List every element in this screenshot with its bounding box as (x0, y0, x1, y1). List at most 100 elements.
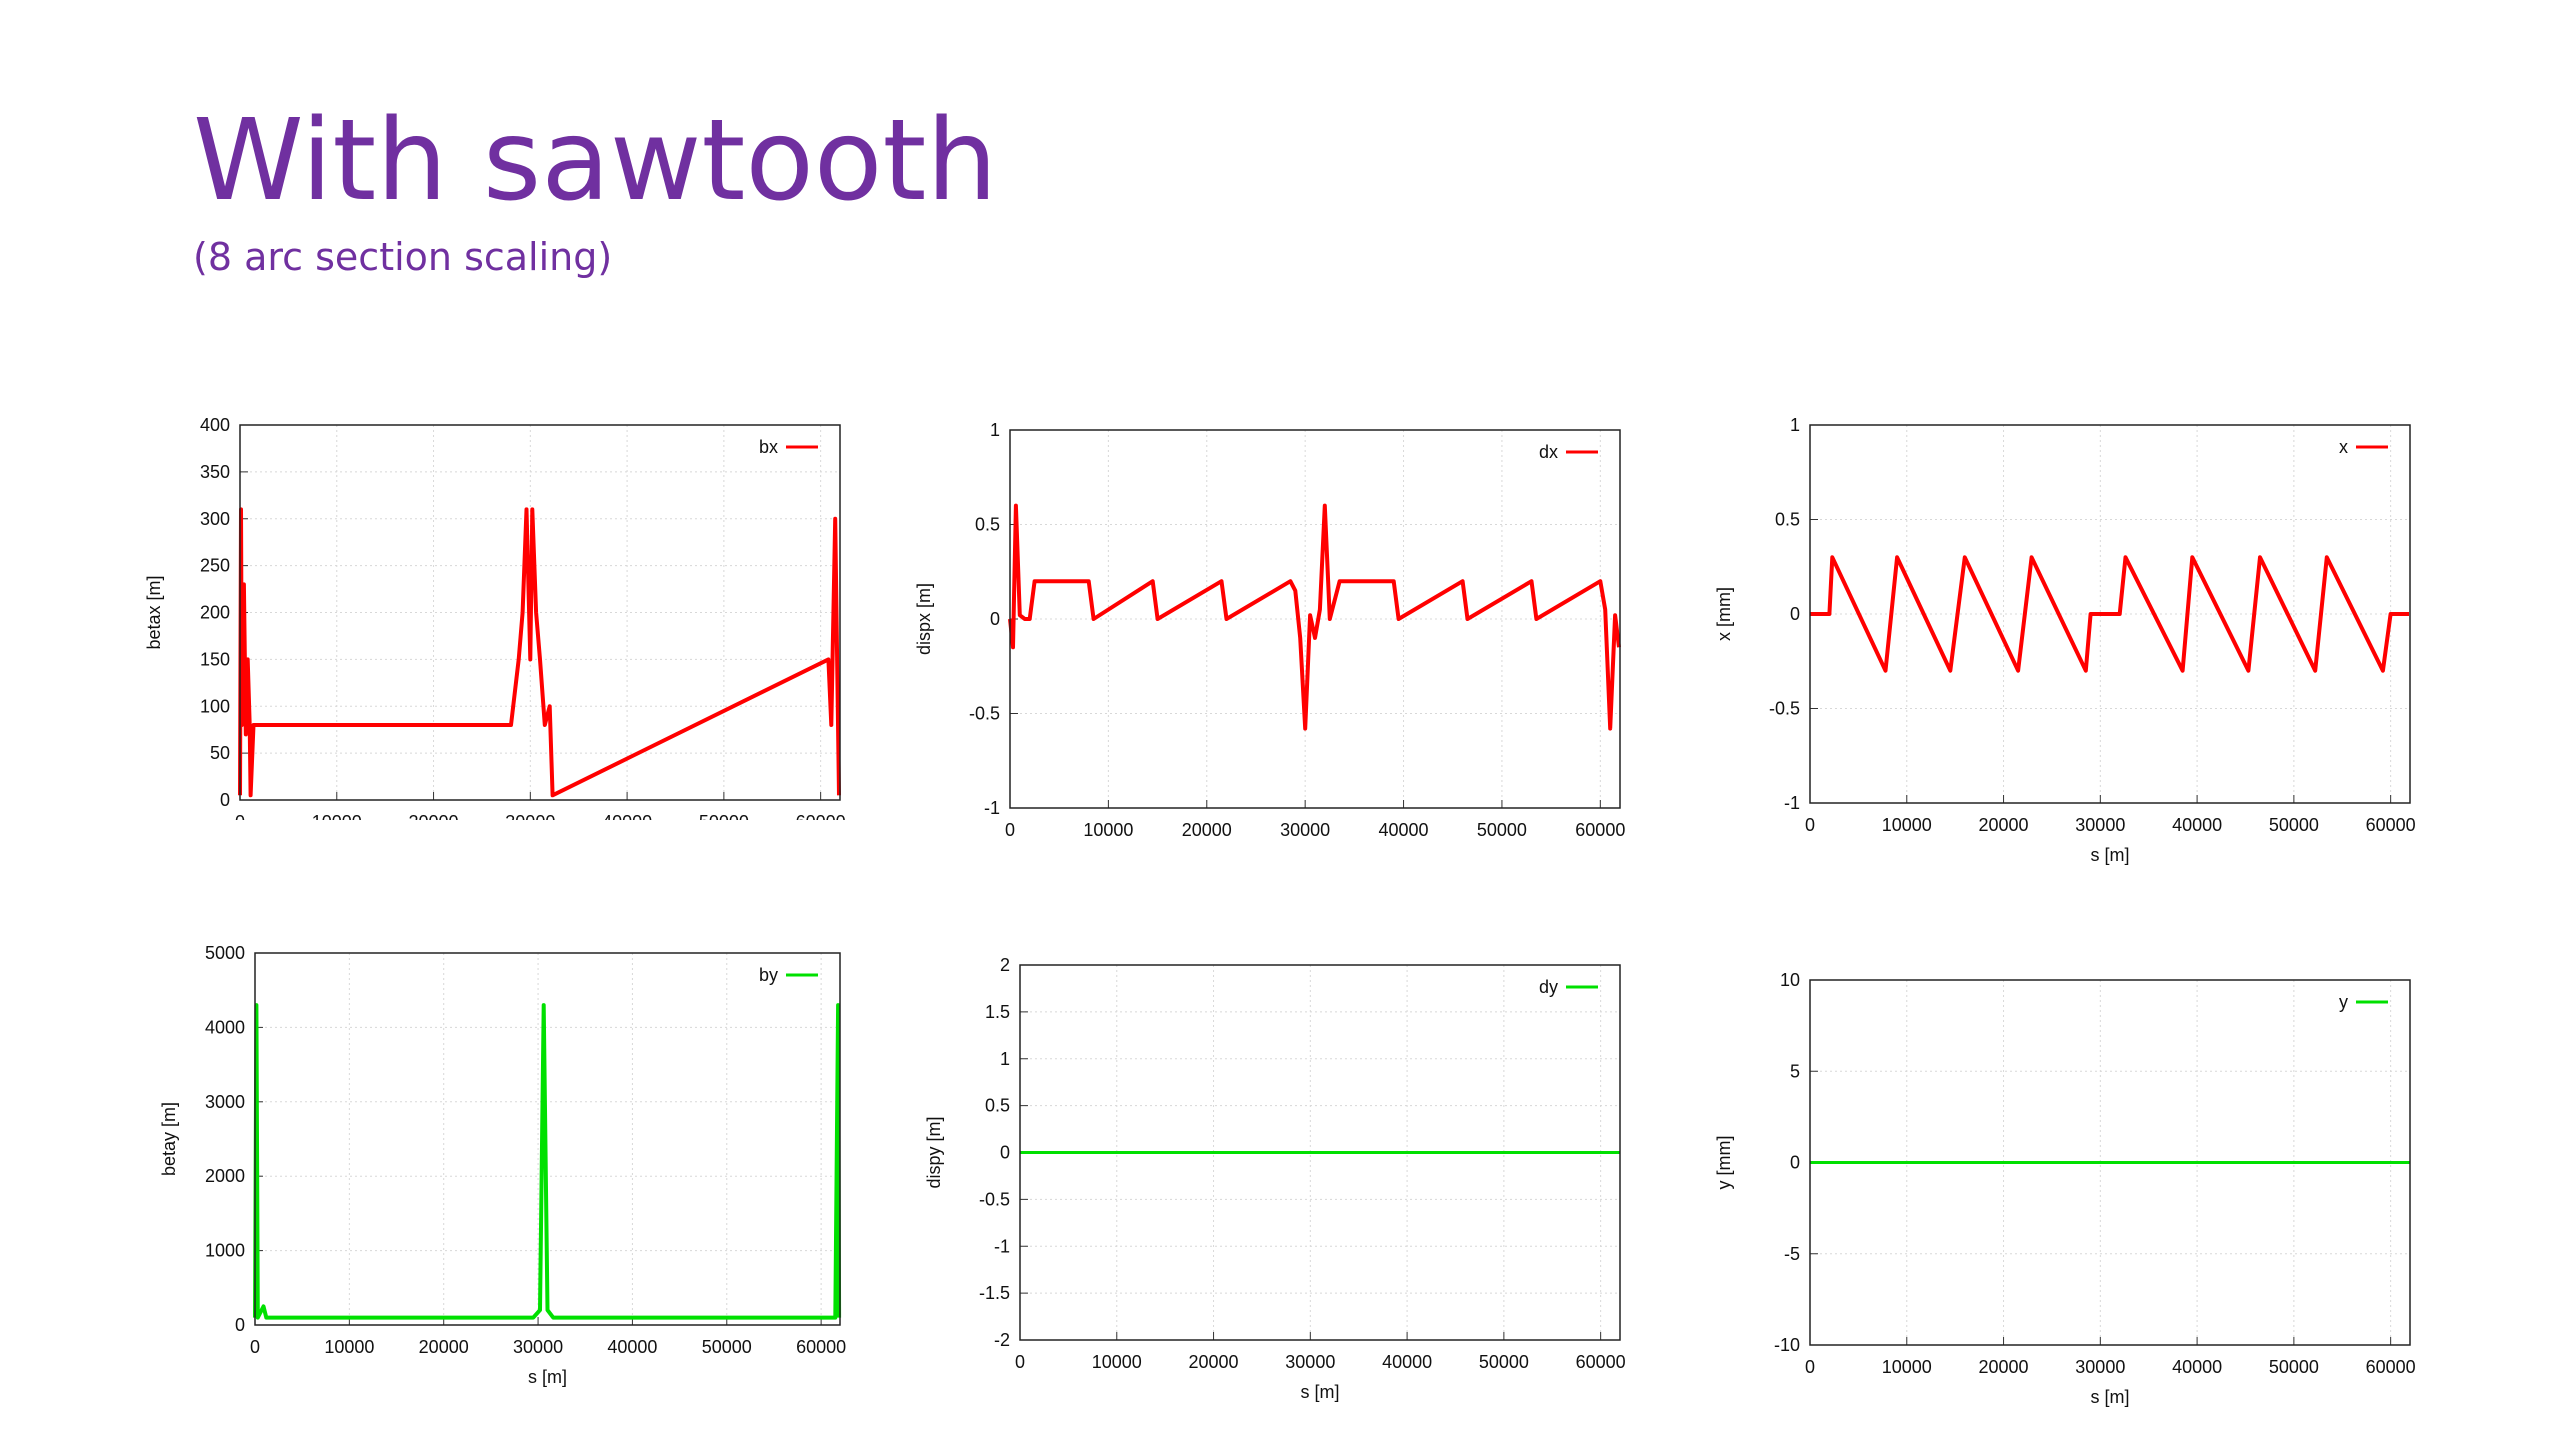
chart-y-orbit: 0 10000 20000 30000 40000 50000 60000 -10 -5 0 5 10… (1714, 970, 2416, 1407)
x-tick-label: 10000 (1083, 820, 1133, 840)
y-tick-label: -5 (1784, 1244, 1800, 1264)
y-tick-label: 1.5 (985, 1002, 1010, 1022)
slide-title: With sawtooth (193, 96, 998, 226)
y-tick-label: 10 (1780, 970, 1800, 990)
x-tick-label: 30000 (513, 1337, 563, 1357)
y-tick-label: 3000 (205, 1092, 245, 1112)
x-tick-label: 20000 (409, 812, 459, 820)
x-tick-label: 0 (235, 812, 245, 820)
x-tick-label: 20000 (1979, 815, 2029, 835)
x-tick-label: 40000 (1382, 1352, 1432, 1372)
y-tick-label: 5 (1790, 1061, 1800, 1081)
legend-label: bx (759, 437, 778, 457)
x-tick-label: 40000 (1379, 820, 1429, 840)
plot-frame (1019, 964, 1621, 1341)
x-tick-label: 50000 (699, 812, 749, 820)
x-axis-label: s [m] (2091, 1387, 2130, 1407)
y-tick-label: -1 (1784, 793, 1800, 813)
chart-betay: 0 10000 20000 30000 40000 50000 60000 0 1000 2000… (159, 943, 846, 1387)
y-axis-label: y [mm] (1714, 1136, 1734, 1190)
y-tick-label: 250 (200, 556, 230, 576)
y-tick-label: 1 (990, 420, 1000, 440)
x-tick-label: 50000 (702, 1337, 752, 1357)
y-tick-label: -1.5 (979, 1283, 1010, 1303)
y-tick-label: 4000 (205, 1017, 245, 1037)
slide-subtitle: (8 arc section scaling) (193, 235, 613, 279)
x-tick-label: 10000 (312, 812, 362, 820)
y-tick-label: 0.5 (975, 515, 1000, 535)
x-tick-label: 20000 (1979, 1357, 2029, 1377)
series-line-x (1810, 555, 2409, 673)
y-tick-label: 1 (1000, 1049, 1010, 1069)
x-tick-label: 30000 (505, 812, 555, 820)
x-tick-label: 30000 (1280, 820, 1330, 840)
y-tick-label: -0.5 (979, 1189, 1010, 1209)
x-tick-label: 40000 (607, 1337, 657, 1357)
y-tick-label: 0 (220, 790, 230, 810)
x-tick-label: 10000 (1092, 1352, 1142, 1372)
x-tick-label: 60000 (1575, 820, 1625, 840)
chart-dispy: 0 10000 20000 30000 40000 50000 60000 -2 -1.5 -1 -… (924, 955, 1626, 1402)
legend-label: dy (1539, 977, 1558, 997)
y-tick-label: 50 (210, 743, 230, 763)
y-tick-label: -0.5 (969, 704, 1000, 724)
legend-label: by (759, 965, 778, 985)
plot-frame (1809, 979, 2411, 1346)
plot-frame (254, 952, 841, 1326)
y-axis-label: dispy [m] (924, 1116, 944, 1188)
x-tick-label: 0 (1805, 1357, 1815, 1377)
y-tick-label: -10 (1774, 1335, 1800, 1355)
x-tick-label: 40000 (602, 812, 652, 820)
y-tick-label: 1 (1790, 415, 1800, 435)
x-tick-label: 30000 (2075, 1357, 2125, 1377)
y-tick-label: -1 (994, 1236, 1010, 1256)
x-tick-label: 20000 (1189, 1352, 1239, 1372)
plot-frame (239, 424, 841, 801)
y-tick-label: 0 (1790, 604, 1800, 624)
x-tick-label: 0 (1805, 815, 1815, 835)
y-tick-label: 100 (200, 696, 230, 716)
y-tick-label: 5000 (205, 943, 245, 963)
x-tick-label: 60000 (2366, 815, 2416, 835)
x-axis-label: s [m] (1301, 1382, 1340, 1402)
x-tick-label: 0 (250, 1337, 260, 1357)
x-tick-label: 60000 (2366, 1357, 2416, 1377)
y-tick-label: 0 (235, 1315, 245, 1335)
x-tick-label: 50000 (2269, 815, 2319, 835)
x-tick-label: 60000 (796, 812, 846, 820)
y-tick-label: 1000 (205, 1241, 245, 1261)
x-tick-label: 20000 (1182, 820, 1232, 840)
x-tick-label: 50000 (2269, 1357, 2319, 1377)
series-line-bx (238, 507, 841, 798)
y-tick-label: 300 (200, 509, 230, 529)
y-tick-label: 0 (1000, 1143, 1010, 1163)
y-tick-label: -1 (984, 798, 1000, 818)
x-tick-label: 10000 (1882, 815, 1932, 835)
y-axis-label: betay [m] (159, 1102, 179, 1176)
x-tick-label: 20000 (419, 1337, 469, 1357)
y-axis-label: x [mm] (1714, 587, 1734, 641)
y-tick-label: 2000 (205, 1166, 245, 1186)
y-tick-label: -0.5 (1769, 699, 1800, 719)
legend-label: y (2339, 992, 2348, 1012)
chart-dispx: 0 10000 20000 30000 40000 50000 60000 -1 -0.5 0 0.… (914, 420, 1625, 840)
plot-frame (1809, 424, 2411, 804)
y-tick-label: 400 (200, 415, 230, 435)
y-axis-label: dispx [m] (914, 583, 934, 655)
x-tick-label: 30000 (2075, 815, 2125, 835)
x-tick-label: 40000 (2172, 815, 2222, 835)
x-tick-label: 10000 (1882, 1357, 1932, 1377)
chart-x-orbit: 0 10000 20000 30000 40000 50000 60000 -1 -0.5 0 0.… (1714, 415, 2416, 865)
x-axis-label: s [m] (528, 1367, 567, 1387)
series-line-by (253, 1003, 842, 1320)
x-tick-label: 50000 (1477, 820, 1527, 840)
y-tick-label: -2 (994, 1330, 1010, 1350)
x-tick-label: 50000 (1479, 1352, 1529, 1372)
x-tick-label: 30000 (1285, 1352, 1335, 1372)
y-tick-label: 0.5 (985, 1096, 1010, 1116)
x-tick-label: 40000 (2172, 1357, 2222, 1377)
x-tick-label: 10000 (324, 1337, 374, 1357)
legend-label: dx (1539, 442, 1558, 462)
x-tick-label: 60000 (1576, 1352, 1626, 1372)
y-axis-label: betax [m] (144, 575, 164, 649)
